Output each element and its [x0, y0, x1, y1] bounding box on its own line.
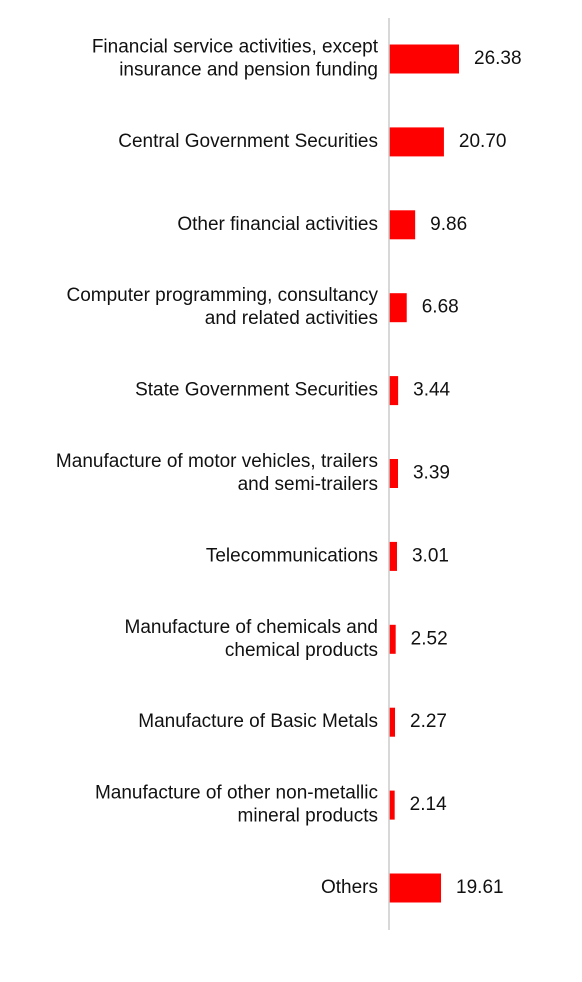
- value-label-7: 3.01: [412, 545, 449, 566]
- category-label-7: Telecommunications: [206, 545, 378, 566]
- value-label-5: 3.44: [413, 380, 450, 401]
- value-label-6: 3.39: [413, 463, 450, 484]
- bar-6: [389, 459, 398, 488]
- category-label-11: Others: [321, 877, 378, 898]
- bars-layer: [389, 44, 459, 903]
- category-label-4: Computer programming, consultancy and rel…: [66, 285, 378, 329]
- value-label-10: 2.14: [410, 794, 447, 815]
- category-label-3: Other financial activities: [177, 214, 378, 235]
- value-label-2: 20.70: [459, 131, 507, 152]
- bar-5: [389, 376, 399, 406]
- bar-2: [389, 127, 444, 157]
- bar-4: [389, 293, 407, 323]
- category-label-8: Manufacture of chemicals and chemical pro…: [125, 617, 378, 661]
- value-label-4: 6.68: [422, 297, 459, 318]
- category-label-1: Financial service activities, except insu…: [92, 37, 379, 81]
- bar-7: [389, 541, 397, 571]
- bar-3: [389, 210, 416, 240]
- bar-9: [389, 707, 396, 737]
- category-label-5: State Government Securities: [135, 380, 378, 401]
- value-label-3: 9.86: [430, 214, 467, 235]
- value-label-1: 26.38: [474, 48, 522, 69]
- category-label-9: Manufacture of Basic Metals: [138, 711, 378, 732]
- category-label-10: Manufacture of other non-metallic mineral…: [95, 783, 378, 827]
- bar-10: [389, 790, 395, 820]
- bar-11: [389, 873, 442, 903]
- bar-1: [389, 44, 459, 74]
- value-labels-layer: 26.38 20.70 9.86 6.68 3.44 3.39 3.01 2.52 2.27 2.…: [410, 48, 522, 898]
- value-label-11: 19.61: [456, 877, 504, 898]
- bar-8: [389, 624, 396, 654]
- value-label-9: 2.27: [410, 711, 447, 732]
- value-label-8: 2.52: [411, 628, 448, 649]
- category-label-6: Manufacture of motor vehicles, trailers a…: [56, 451, 378, 495]
- category-labels-layer: Financial service activities, except insu…: [56, 37, 379, 899]
- category-label-2: Central Government Securities: [118, 131, 378, 152]
